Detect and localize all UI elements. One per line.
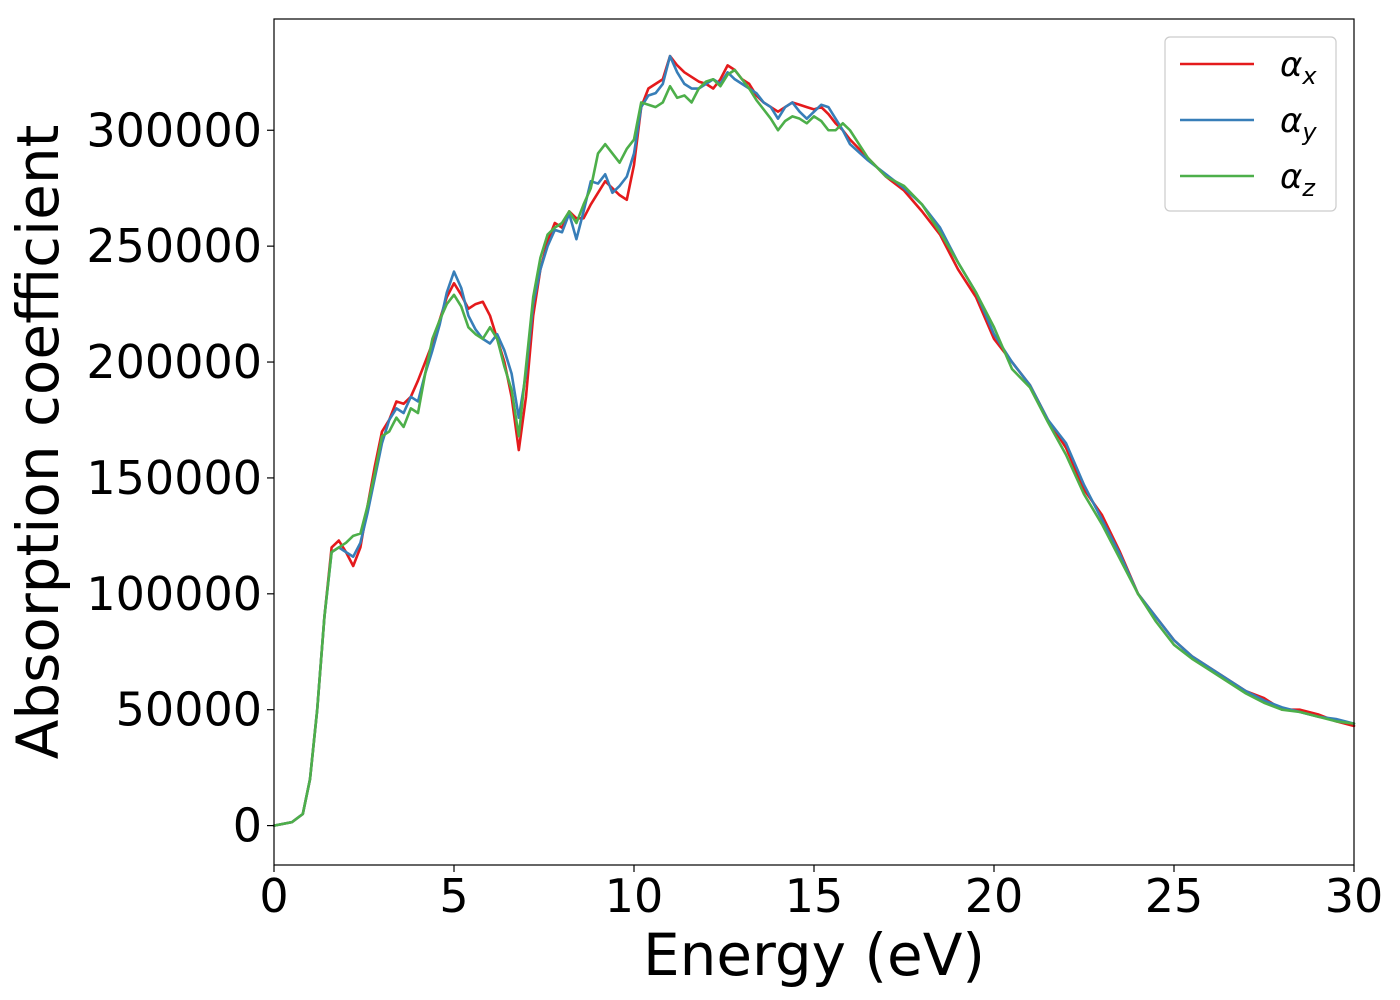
y-tick-label: 250000	[86, 219, 262, 273]
legend-label-y: αy	[1280, 101, 1317, 146]
legend-subscript: x	[1301, 62, 1317, 90]
x-tick-label: 15	[785, 869, 844, 923]
y-tick-label: 300000	[86, 103, 262, 157]
x-tick-label: 20	[965, 869, 1024, 923]
x-axis: 0 5 10 15 20 25 30	[259, 865, 1383, 923]
legend-symbol: α	[1280, 101, 1302, 141]
legend-symbol: α	[1280, 157, 1302, 197]
x-axis-label: Energy (eV)	[643, 921, 985, 989]
legend-box	[1164, 36, 1337, 212]
x-tick-label: 30	[1325, 869, 1384, 923]
legend-subscript: y	[1301, 118, 1317, 146]
y-tick-label: 0	[233, 799, 262, 853]
legend-subscript: z	[1301, 174, 1316, 202]
legend-symbol: α	[1280, 45, 1302, 85]
x-tick-label: 5	[439, 869, 468, 923]
x-tick-label: 0	[259, 869, 288, 923]
legend-label-x: αx	[1280, 45, 1317, 90]
series-line-z	[272, 68, 1356, 827]
y-tick-label: 150000	[86, 451, 262, 505]
x-tick-label: 10	[605, 869, 664, 923]
y-tick-label: 200000	[86, 335, 262, 389]
legend-label-z: αz	[1280, 157, 1316, 202]
x-tick-label: 25	[1145, 869, 1204, 923]
series-layer	[272, 54, 1356, 827]
y-axis-label: Absorption coefficient	[4, 125, 72, 760]
y-tick-label: 50000	[116, 683, 262, 737]
y-axis: 0 50000 100000 150000 200000 250000 300000	[86, 103, 274, 853]
y-tick-label: 100000	[86, 567, 262, 621]
